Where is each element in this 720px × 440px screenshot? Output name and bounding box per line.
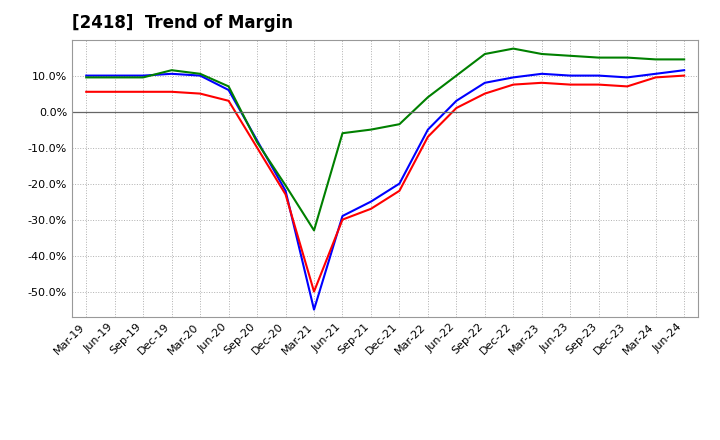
Net Income <box>623 84 631 89</box>
Operating Cashflow <box>452 73 461 78</box>
Net Income <box>423 134 432 139</box>
Net Income <box>338 217 347 222</box>
Ordinary Income <box>595 73 603 78</box>
Ordinary Income <box>566 73 575 78</box>
Ordinary Income <box>282 188 290 194</box>
Ordinary Income <box>167 71 176 77</box>
Net Income <box>680 73 688 78</box>
Net Income <box>452 105 461 110</box>
Operating Cashflow <box>225 84 233 89</box>
Line: Operating Cashflow: Operating Cashflow <box>86 48 684 231</box>
Net Income <box>566 82 575 87</box>
Ordinary Income <box>509 75 518 80</box>
Net Income <box>310 289 318 294</box>
Net Income <box>595 82 603 87</box>
Operating Cashflow <box>652 57 660 62</box>
Line: Ordinary Income: Ordinary Income <box>86 70 684 310</box>
Ordinary Income <box>110 73 119 78</box>
Net Income <box>253 145 261 150</box>
Ordinary Income <box>452 98 461 103</box>
Net Income <box>537 80 546 85</box>
Line: Net Income: Net Income <box>86 76 684 292</box>
Operating Cashflow <box>196 71 204 77</box>
Operating Cashflow <box>310 228 318 233</box>
Operating Cashflow <box>253 139 261 145</box>
Net Income <box>196 91 204 96</box>
Operating Cashflow <box>338 131 347 136</box>
Operating Cashflow <box>480 51 489 57</box>
Net Income <box>509 82 518 87</box>
Operating Cashflow <box>282 183 290 188</box>
Ordinary Income <box>338 213 347 219</box>
Net Income <box>225 98 233 103</box>
Operating Cashflow <box>595 55 603 60</box>
Ordinary Income <box>423 127 432 132</box>
Operating Cashflow <box>139 75 148 80</box>
Operating Cashflow <box>110 75 119 80</box>
Ordinary Income <box>680 68 688 73</box>
Ordinary Income <box>537 71 546 77</box>
Ordinary Income <box>82 73 91 78</box>
Operating Cashflow <box>509 46 518 51</box>
Net Income <box>366 206 375 212</box>
Net Income <box>82 89 91 95</box>
Ordinary Income <box>623 75 631 80</box>
Net Income <box>652 75 660 80</box>
Text: [2418]  Trend of Margin: [2418] Trend of Margin <box>72 15 293 33</box>
Operating Cashflow <box>423 95 432 100</box>
Operating Cashflow <box>623 55 631 60</box>
Operating Cashflow <box>566 53 575 59</box>
Ordinary Income <box>225 88 233 93</box>
Net Income <box>110 89 119 95</box>
Operating Cashflow <box>680 57 688 62</box>
Ordinary Income <box>253 138 261 143</box>
Ordinary Income <box>310 307 318 312</box>
Net Income <box>282 192 290 197</box>
Operating Cashflow <box>366 127 375 132</box>
Ordinary Income <box>395 181 404 186</box>
Operating Cashflow <box>395 121 404 127</box>
Ordinary Income <box>139 73 148 78</box>
Ordinary Income <box>196 73 204 78</box>
Net Income <box>139 89 148 95</box>
Net Income <box>395 188 404 194</box>
Ordinary Income <box>480 80 489 85</box>
Ordinary Income <box>366 199 375 204</box>
Operating Cashflow <box>82 75 91 80</box>
Net Income <box>480 91 489 96</box>
Ordinary Income <box>652 71 660 77</box>
Operating Cashflow <box>167 68 176 73</box>
Operating Cashflow <box>537 51 546 57</box>
Net Income <box>167 89 176 95</box>
